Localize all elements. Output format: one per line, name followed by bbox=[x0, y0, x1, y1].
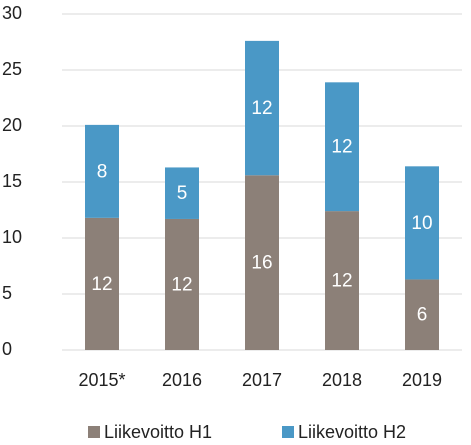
x-tick-label: 2018 bbox=[322, 370, 362, 390]
bar-segment bbox=[85, 217, 119, 350]
legend-swatch bbox=[88, 426, 100, 438]
y-tick-label: 15 bbox=[2, 171, 22, 191]
x-tick-label: 2019 bbox=[402, 370, 442, 390]
y-tick-label: 5 bbox=[2, 283, 12, 303]
bar-segment bbox=[405, 279, 439, 350]
y-tick-label: 25 bbox=[2, 59, 22, 79]
bar-segment bbox=[165, 167, 199, 219]
x-tick-label: 2017 bbox=[242, 370, 282, 390]
y-tick-label: 20 bbox=[2, 115, 22, 135]
legend-swatch bbox=[282, 426, 294, 438]
value-label: 12 bbox=[171, 274, 192, 295]
x-tick-label: 2016 bbox=[162, 370, 202, 390]
bar-segment bbox=[165, 218, 199, 350]
bar-segment bbox=[85, 124, 119, 218]
bar-segment bbox=[405, 166, 439, 280]
value-label: 12 bbox=[251, 98, 272, 119]
bar-segment bbox=[325, 211, 359, 350]
y-tick-label: 10 bbox=[2, 227, 22, 247]
value-label: 10 bbox=[411, 213, 432, 234]
legend-label: Liikevoitto H1 bbox=[104, 422, 212, 442]
value-label: 16 bbox=[251, 253, 272, 274]
y-tick-label: 30 bbox=[2, 3, 22, 23]
value-label: 5 bbox=[177, 183, 188, 204]
value-label: 12 bbox=[331, 137, 352, 158]
value-label: 6 bbox=[417, 305, 428, 326]
legend-label: Liikevoitto H2 bbox=[298, 422, 406, 442]
bar-segment bbox=[325, 82, 359, 212]
bar-segment bbox=[245, 175, 279, 350]
x-tick-label: 2015* bbox=[78, 370, 125, 390]
value-label: 12 bbox=[91, 274, 112, 295]
y-tick-label: 0 bbox=[2, 339, 12, 359]
value-label: 8 bbox=[97, 161, 108, 182]
bar-segment bbox=[245, 40, 279, 176]
value-label: 12 bbox=[331, 271, 352, 292]
